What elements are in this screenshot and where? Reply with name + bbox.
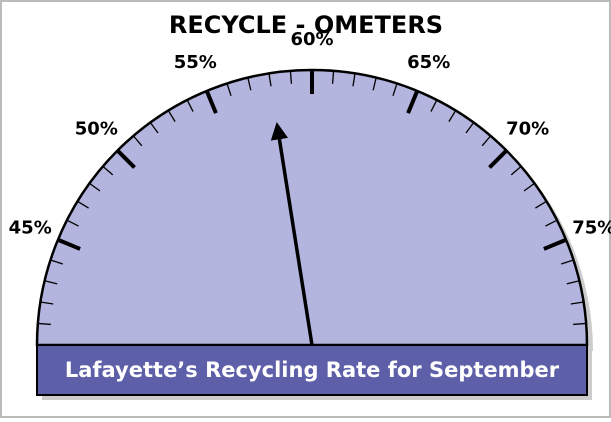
minor-tick [448, 110, 457, 122]
major-tick [57, 237, 81, 251]
tick-label: 50% [75, 118, 118, 139]
minor-tick [149, 122, 159, 134]
minor-tick [50, 259, 64, 265]
tick-label: 60% [290, 29, 333, 50]
caption: Lafayette’s Recycling Rate for September [65, 358, 560, 382]
needle [270, 122, 314, 346]
tick-label: 70% [506, 118, 549, 139]
minor-tick [372, 77, 377, 91]
minor-tick [430, 99, 438, 112]
minor-tick [186, 99, 194, 112]
minor-tick [535, 200, 547, 209]
tick-label: 55% [174, 52, 217, 73]
dial [35, 68, 589, 347]
minor-tick [40, 301, 54, 305]
minor-tick [167, 110, 176, 122]
minor-tick [560, 259, 574, 265]
minor-tick [545, 219, 558, 227]
major-tick [488, 149, 508, 169]
minor-tick [226, 83, 232, 97]
minor-tick [66, 219, 79, 227]
minor-tick [247, 77, 252, 91]
minor-tick [392, 83, 398, 97]
minor-tick [44, 280, 58, 285]
minor-tick [352, 73, 356, 87]
caption-bar [36, 344, 588, 396]
major-tick [406, 90, 420, 114]
minor-tick [132, 135, 143, 147]
minor-tick [331, 70, 335, 84]
minor-tick [268, 73, 272, 87]
major-tick [116, 149, 136, 169]
minor-tick [481, 135, 492, 147]
minor-tick [510, 165, 522, 176]
minor-tick [566, 280, 580, 285]
minor-tick [465, 122, 475, 134]
chart-title: RECYCLE - OMETERS [169, 11, 443, 39]
minor-tick [89, 182, 101, 192]
major-tick [204, 90, 218, 114]
minor-tick [523, 182, 535, 192]
minor-tick [289, 70, 293, 84]
tick-label: 65% [407, 52, 450, 73]
major-tick [543, 237, 567, 251]
minor-tick [102, 165, 114, 176]
minor-tick [37, 322, 51, 326]
minor-tick [570, 301, 584, 305]
minor-tick [573, 322, 587, 326]
tick-label: 75% [572, 217, 611, 238]
tick-label: 45% [9, 217, 52, 238]
minor-tick [77, 200, 89, 209]
